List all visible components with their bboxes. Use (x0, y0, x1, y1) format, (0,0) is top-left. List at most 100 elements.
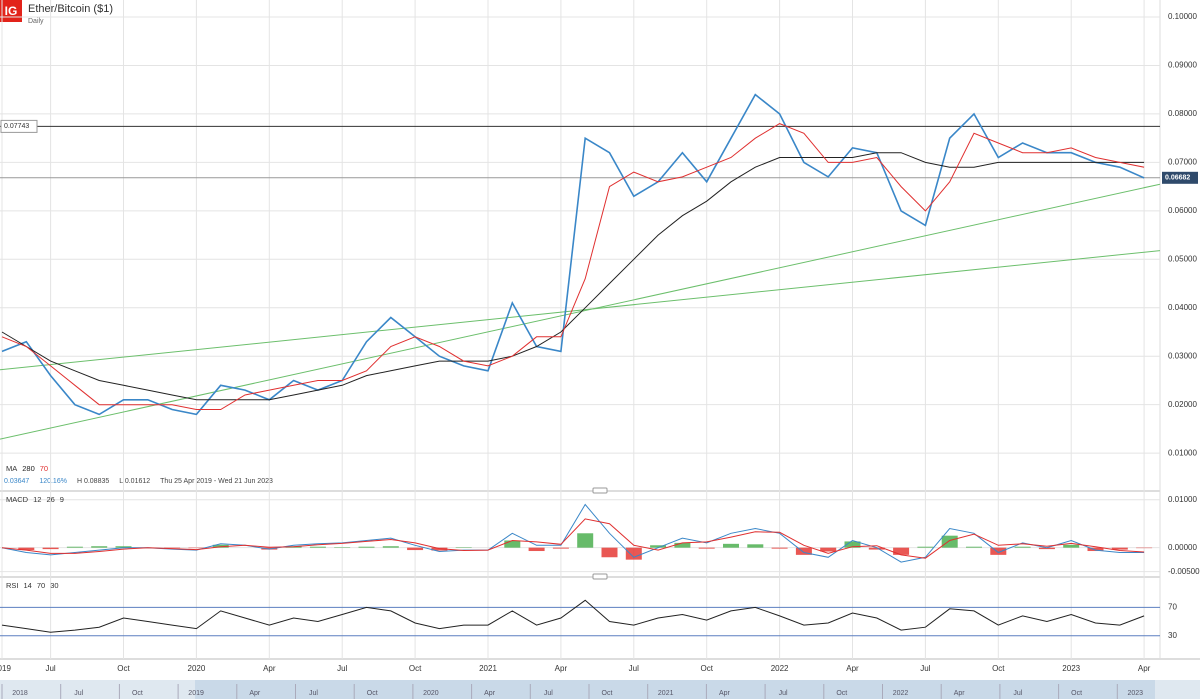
navigator-label: 2023 (1128, 690, 1144, 697)
legend-entry: 280 (22, 464, 35, 473)
indicator-param: 30 (50, 581, 58, 590)
navigator-label: Jul (74, 690, 83, 697)
macd-histogram-bar (1111, 547, 1128, 550)
x-tick-label: Jul (337, 664, 347, 673)
macd-histogram-bar (868, 547, 885, 550)
macd-histogram-bar (309, 546, 326, 548)
x-tick-label: Oct (409, 664, 422, 673)
macd-histogram-bar (528, 547, 545, 552)
price-label: 0.07743 (4, 123, 29, 130)
macd-histogram-bar (577, 533, 594, 548)
macd-histogram-bar (917, 546, 934, 548)
navigator-label: Oct (1071, 690, 1082, 697)
x-tick-label: 2023 (1062, 664, 1080, 673)
y-tick-label: 0.02000 (1168, 400, 1197, 409)
macd-histogram-bar (820, 547, 837, 552)
x-tick-label: Jul (629, 664, 639, 673)
info-text: 120.16% (39, 478, 67, 485)
y-tick-label: 0.07000 (1168, 158, 1197, 167)
title: Ether/Bitcoin ($1) (28, 3, 113, 15)
macd-histogram-bar (407, 547, 424, 551)
navigator-label: 2019 (188, 690, 204, 697)
indicator-param: 26 (46, 495, 54, 504)
y-tick-label: 70 (1168, 602, 1177, 611)
x-tick-label: 2020 (188, 664, 206, 673)
macd-histogram-bar (723, 543, 739, 548)
resize-handle[interactable] (592, 573, 608, 580)
y-tick-label: 0.00000 (1168, 543, 1197, 552)
y-tick-label: 0.10000 (1168, 12, 1197, 21)
x-tick-label: Jul (920, 664, 930, 673)
logo-box (0, 0, 22, 22)
macd-histogram-bar (844, 541, 861, 548)
macd-histogram-bar (674, 542, 691, 548)
y-tick-label: 0.03000 (1168, 351, 1197, 360)
macd-histogram-bar (91, 546, 108, 548)
navigator-label: Apr (719, 690, 731, 697)
navigator-label: Oct (836, 690, 847, 697)
navigator-label: Jul (1013, 690, 1022, 697)
logo: IG (5, 4, 18, 18)
macd-histogram-bar (1063, 544, 1080, 548)
x-tick-label: Oct (117, 664, 130, 673)
navigator-label: 2018 (12, 690, 28, 697)
x-tick-label: Apr (1138, 664, 1151, 673)
y-tick-label: 0.08000 (1168, 109, 1197, 118)
resize-handle[interactable] (592, 487, 608, 494)
indicator-param: 14 (24, 581, 32, 590)
y-tick-label: 0.09000 (1168, 61, 1197, 70)
subtitle: Daily (28, 18, 44, 25)
macd-histogram-bar (66, 546, 83, 548)
series-line (1, 123, 1145, 410)
macd-histogram-bar (504, 540, 521, 548)
series-line (1, 599, 1145, 633)
macd-histogram-bar (431, 547, 448, 551)
y-tick-label: 0.01000 (1168, 448, 1197, 457)
navigator-label: 2020 (423, 690, 439, 697)
navigator-window[interactable] (195, 680, 1155, 699)
indicator-param: 70 (37, 581, 45, 590)
x-tick-label: Oct (992, 664, 1005, 673)
x-tick-label: Apr (263, 664, 276, 673)
navigator-label: Jul (309, 690, 318, 697)
price-label: 0.06682 (1165, 175, 1190, 182)
series-line (1, 152, 1145, 401)
macd-histogram-bar (771, 547, 788, 549)
macd-histogram-bar (795, 547, 812, 555)
macd-histogram-bar (625, 547, 642, 560)
macd-histogram-bar (747, 544, 764, 548)
macd-histogram-bar (115, 546, 132, 548)
navigator-label: Oct (367, 690, 378, 697)
indicator-param: 9 (60, 495, 64, 504)
price-label-box (0, 119, 38, 133)
macd-histogram-bar (42, 547, 59, 550)
macd-histogram-bar (552, 547, 569, 549)
trend-line (0, 183, 1161, 440)
macd-histogram-bar (18, 547, 35, 551)
navigator-label: 2021 (658, 690, 674, 697)
macd-histogram-bar (698, 547, 715, 549)
macd-histogram-bar (1087, 547, 1104, 552)
navigator-label: Oct (132, 690, 143, 697)
indicator-title: MACD (6, 495, 29, 504)
navigator-label: 2022 (893, 690, 909, 697)
macd-histogram-bar (358, 546, 375, 548)
macd-histogram-bar (893, 547, 910, 555)
price-label-box (1162, 171, 1198, 184)
info-text: H 0.08835 (77, 478, 109, 485)
y-tick-label: 0.06000 (1168, 206, 1197, 215)
x-tick-label: Jul (45, 664, 55, 673)
trend-line (0, 250, 1161, 371)
y-tick-label: 0.05000 (1168, 254, 1197, 263)
macd-histogram-bar (1014, 546, 1031, 548)
y-tick-label: 30 (1168, 631, 1177, 640)
x-tick-label: 2022 (771, 664, 789, 673)
indicator-title: RSI (6, 581, 19, 590)
legend-label: MA (6, 464, 17, 473)
info-text: Thu 25 Apr 2019 - Wed 21 Jun 2023 (160, 478, 273, 485)
macd-histogram-bar (650, 545, 667, 548)
indicator-param: 12 (33, 495, 41, 504)
navigator-label: Oct (602, 690, 613, 697)
x-tick-label: 2019 (0, 664, 11, 673)
